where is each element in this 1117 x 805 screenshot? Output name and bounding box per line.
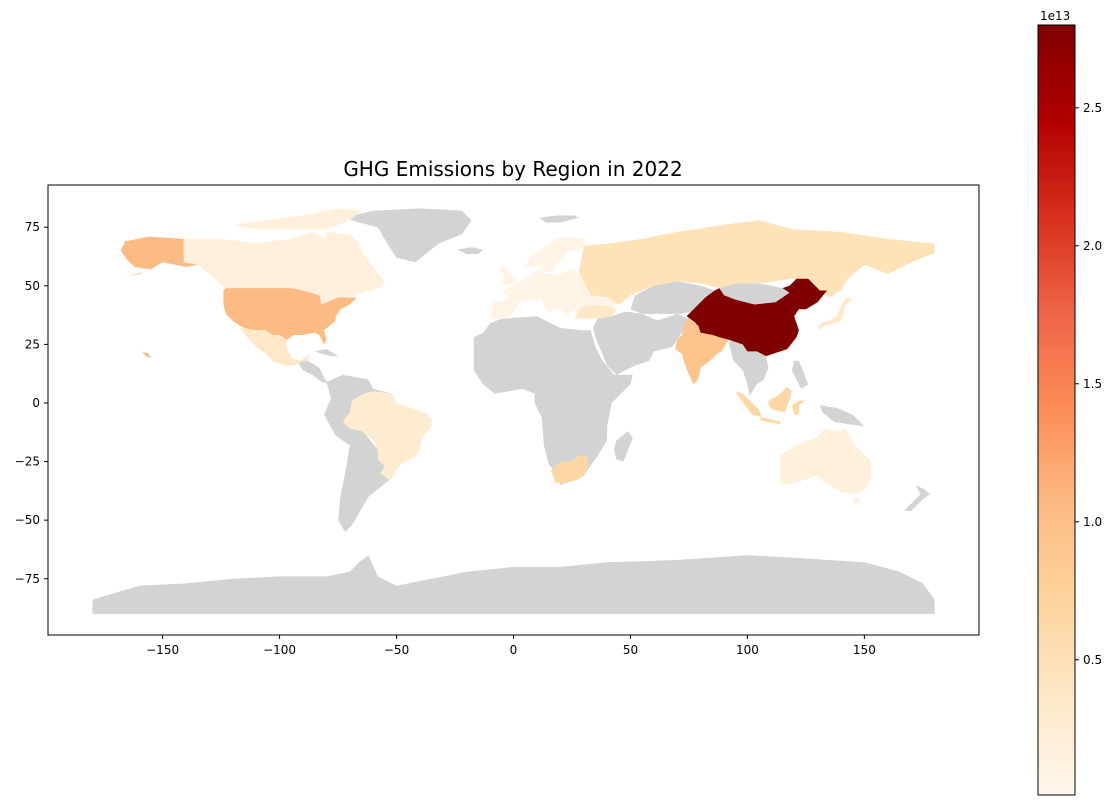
- scandinavia-region: [525, 236, 586, 272]
- y-axis-ticks: 75 50 25 0 −25 −50 −75: [15, 220, 48, 586]
- australia-region: [780, 428, 872, 495]
- y-tick-label: 75: [25, 220, 40, 234]
- x-tick-label: 100: [736, 643, 759, 657]
- turkey-region: [574, 304, 617, 319]
- alaska-region: [120, 236, 198, 270]
- brazil-region: [342, 391, 432, 481]
- y-tick-label: 25: [25, 337, 40, 351]
- africa-region: [473, 316, 633, 485]
- russia-region: [579, 220, 935, 305]
- canada-islands-region: [232, 208, 362, 230]
- antarctica-region: [92, 555, 935, 614]
- map-axes: −150 −100 −50 0 50 100 150 75 50 25 0 −25 −50 −75: [15, 184, 980, 657]
- southeast-asia-region: [728, 337, 769, 396]
- south-america-region: [324, 374, 397, 532]
- madagascar-region: [614, 431, 633, 462]
- y-tick-label: −50: [15, 513, 40, 527]
- map-land: [92, 208, 935, 614]
- south-africa-region: [550, 454, 589, 483]
- philippines-region: [791, 360, 809, 389]
- x-tick-label: 150: [853, 643, 876, 657]
- svalbard-region: [539, 215, 579, 223]
- colorbar: 1e13 0.5 1.0 1.5 2.0 2.5: [1037, 9, 1102, 796]
- y-tick-label: 50: [25, 279, 40, 293]
- hawaii-region: [141, 351, 151, 359]
- borneo-region: [768, 386, 792, 413]
- baffin-region: [321, 231, 362, 253]
- central-asia-region: [630, 281, 720, 314]
- x-tick-label: −50: [384, 643, 409, 657]
- uk-region: [499, 267, 516, 286]
- colorbar-tick-label: 1.5: [1083, 377, 1102, 391]
- india-region: [674, 318, 729, 385]
- sulawesi-region: [791, 400, 806, 415]
- y-tick-label: −25: [15, 455, 40, 469]
- colorbar-tick-label: 2.0: [1083, 239, 1102, 253]
- mongolia-region: [719, 283, 790, 305]
- x-tick-label: −100: [263, 643, 296, 657]
- mexico-region: [239, 328, 310, 366]
- indonesia-region: [735, 391, 762, 417]
- y-tick-label: −75: [15, 572, 40, 586]
- iceland-region: [457, 247, 484, 255]
- central-america-region: [298, 360, 334, 385]
- china-region: [686, 278, 827, 357]
- cuba-region: [314, 349, 339, 357]
- colorbar-tick-label: 0.5: [1083, 653, 1102, 667]
- y-tick-label: 0: [32, 396, 40, 410]
- colorbar-tick-label: 2.5: [1083, 101, 1102, 115]
- japan-region: [817, 297, 853, 331]
- java-region: [759, 417, 781, 425]
- x-tick-label: −150: [146, 643, 179, 657]
- afghanistan-region: [656, 313, 689, 335]
- colorbar-ticks: 0.5 1.0 1.5 2.0 2.5: [1075, 101, 1102, 667]
- greenland-region: [342, 208, 472, 263]
- x-tick-label: 50: [623, 643, 638, 657]
- new-guinea-region: [819, 405, 865, 427]
- colorbar-multiplier: 1e13: [1040, 9, 1070, 23]
- usa-region: [223, 288, 357, 345]
- new-zealand-region: [904, 485, 930, 511]
- x-axis-ticks: −150 −100 −50 0 50 100 150: [146, 635, 876, 657]
- map-title: GHG Emissions by Region in 2022: [343, 157, 682, 181]
- colorbar-tick-label: 1.0: [1083, 515, 1102, 529]
- tasmania-region: [852, 499, 860, 504]
- x-tick-label: 0: [510, 643, 518, 657]
